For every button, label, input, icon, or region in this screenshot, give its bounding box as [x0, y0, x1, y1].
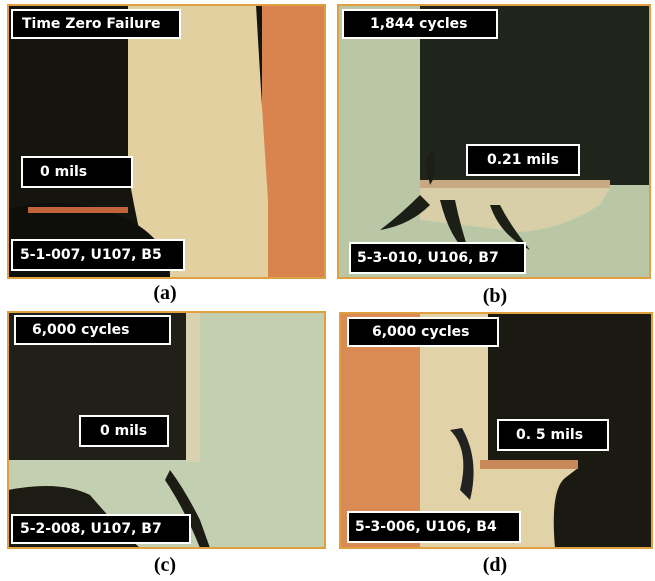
label: Time Zero Failure [22, 16, 161, 32]
label: 1,844 cycles [370, 16, 468, 32]
caption: (d) [483, 554, 507, 576]
label-box: 0 mils [80, 416, 168, 446]
label-box: 0.21 mils [467, 145, 579, 175]
label-box: 1,844 cycles [343, 10, 497, 38]
label: 6,000 cycles [372, 324, 470, 340]
label-box: 5-2-008, U107, B7 [12, 515, 190, 543]
label-box: Time Zero Failure [12, 10, 180, 38]
label-box: 5-1-007, U107, B5 [12, 240, 184, 270]
label-box: 6,000 cycles [15, 316, 170, 344]
label: 5-3-006, U106, B4 [355, 519, 497, 535]
label: 5-2-008, U107, B7 [20, 521, 162, 537]
label-box: 5-3-010, U106, B7 [350, 243, 525, 273]
label: 5-1-007, U107, B5 [20, 247, 162, 263]
label: 0. 5 mils [516, 427, 583, 443]
label: 0.21 mils [487, 152, 559, 168]
label: 0 mils [100, 423, 147, 439]
label: 0 mils [40, 164, 87, 180]
label-box: 6,000 cycles [348, 318, 498, 346]
caption: (b) [483, 285, 507, 307]
caption: (c) [154, 554, 176, 576]
label-box: 0 mils [22, 157, 132, 187]
figure: Time Zero Failure 0 mils 5-1-007, U107, … [0, 0, 655, 581]
label: 5-3-010, U106, B7 [357, 250, 499, 266]
caption: (a) [153, 282, 176, 304]
label-box: 0. 5 mils [498, 420, 608, 450]
micrograph-b [338, 5, 650, 278]
label: 6,000 cycles [32, 322, 130, 338]
label-box: 5-3-006, U106, B4 [348, 512, 520, 542]
